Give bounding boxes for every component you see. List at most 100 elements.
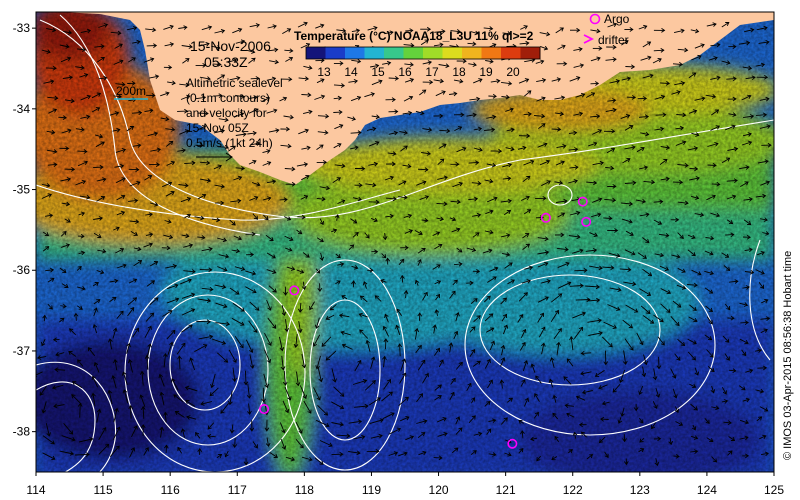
velocity-arrow bbox=[742, 66, 752, 69]
velocity-arrow-head bbox=[273, 108, 278, 114]
velocity-arrow-head bbox=[692, 109, 698, 114]
velocity-arrow-head bbox=[451, 290, 456, 295]
velocity-arrow bbox=[339, 314, 350, 318]
velocity-arrow-head bbox=[759, 388, 765, 394]
velocity-arrow bbox=[537, 262, 548, 268]
velocity-arrow-head bbox=[137, 143, 142, 148]
velocity-arrow bbox=[573, 48, 583, 51]
velocity-arrow bbox=[182, 428, 185, 438]
velocity-arrow bbox=[185, 400, 196, 407]
velocity-arrow-head bbox=[96, 299, 101, 304]
velocity-arrow-head bbox=[628, 201, 634, 207]
velocity-arrow bbox=[316, 419, 330, 427]
velocity-arrow-head bbox=[664, 266, 670, 271]
velocity-arrow bbox=[638, 448, 644, 453]
velocity-arrow bbox=[624, 338, 634, 351]
velocity-arrow-head bbox=[404, 396, 409, 401]
velocity-arrow bbox=[689, 304, 697, 311]
velocity-arrow bbox=[396, 308, 403, 316]
velocity-arrow-head bbox=[475, 268, 481, 274]
velocity-arrow-head bbox=[542, 196, 547, 201]
velocity-arrow-head bbox=[424, 372, 429, 378]
velocity-arrow-head bbox=[95, 107, 101, 112]
velocity-arrow bbox=[521, 280, 531, 284]
velocity-arrow bbox=[387, 152, 396, 155]
velocity-arrow bbox=[677, 201, 689, 204]
velocity-arrow-head bbox=[113, 327, 118, 332]
velocity-arrow-head bbox=[578, 422, 583, 428]
velocity-arrow-head bbox=[255, 306, 260, 311]
velocity-arrow-head bbox=[647, 272, 653, 277]
velocity-arrow bbox=[519, 42, 529, 45]
velocity-arrow-head bbox=[656, 365, 662, 370]
velocity-arrow-head bbox=[730, 232, 735, 238]
velocity-arrow bbox=[536, 455, 542, 461]
velocity-arrow-head bbox=[249, 427, 255, 432]
velocity-arrow bbox=[108, 390, 113, 405]
velocity-arrow-head bbox=[560, 212, 566, 217]
credit-text: © IMOS 03-Apr-2015 08:56:38 Hobart time bbox=[782, 251, 794, 460]
velocity-arrow-head bbox=[408, 229, 414, 234]
velocity-arrow bbox=[285, 319, 288, 332]
velocity-arrow-head bbox=[765, 316, 771, 321]
velocity-arrow-head bbox=[750, 27, 755, 33]
velocity-arrow bbox=[520, 329, 526, 339]
velocity-arrow bbox=[371, 115, 380, 118]
velocity-arrow bbox=[582, 390, 593, 394]
velocity-arrow-head bbox=[121, 177, 126, 182]
velocity-arrow-head bbox=[323, 411, 329, 416]
velocity-arrow-head bbox=[81, 286, 86, 291]
velocity-arrow bbox=[518, 292, 528, 302]
velocity-arrow bbox=[673, 455, 680, 458]
velocity-arrow bbox=[348, 420, 362, 424]
velocity-arrow-head bbox=[351, 116, 356, 121]
velocity-arrow-head bbox=[458, 261, 463, 267]
velocity-arrow bbox=[624, 125, 634, 131]
velocity-arrow-head bbox=[171, 378, 176, 383]
velocity-arrow-head bbox=[392, 151, 397, 156]
velocity-arrow bbox=[484, 129, 495, 131]
velocity-arrow bbox=[434, 384, 442, 391]
velocity-arrow bbox=[165, 128, 175, 131]
velocity-arrow-head bbox=[136, 39, 141, 45]
velocity-arrow-head bbox=[439, 359, 444, 364]
velocity-arrow bbox=[568, 148, 578, 151]
velocity-arrow-head bbox=[289, 236, 294, 242]
velocity-arrow-head bbox=[632, 281, 637, 287]
y-axis: -33-34-35-36-37-38 bbox=[13, 21, 36, 439]
velocity-arrow bbox=[417, 359, 426, 371]
velocity-arrow bbox=[690, 403, 698, 411]
velocity-arrow-head bbox=[645, 131, 650, 137]
velocity-arrow bbox=[743, 198, 753, 201]
velocity-arrow bbox=[535, 60, 544, 64]
velocity-arrow-head bbox=[339, 451, 344, 457]
velocity-arrow-head bbox=[286, 28, 292, 33]
velocity-arrow-head bbox=[353, 219, 358, 224]
velocity-arrow-head bbox=[598, 330, 603, 336]
velocity-arrow bbox=[434, 348, 440, 356]
velocity-arrow-head bbox=[171, 127, 176, 132]
velocity-arrow-head bbox=[386, 60, 392, 66]
velocity-arrow-head bbox=[422, 450, 427, 456]
velocity-arrow-head bbox=[548, 378, 554, 383]
velocity-arrow bbox=[521, 196, 530, 201]
velocity-arrow bbox=[285, 456, 295, 461]
velocity-arrow-head bbox=[472, 41, 477, 47]
velocity-arrow bbox=[482, 249, 492, 254]
colorbar-tick-label: 18 bbox=[452, 65, 466, 79]
velocity-arrow-head bbox=[451, 377, 456, 383]
velocity-arrow-head bbox=[102, 426, 107, 432]
velocity-arrow bbox=[568, 449, 573, 454]
velocity-arrow bbox=[416, 420, 427, 424]
velocity-arrow-head bbox=[217, 454, 223, 459]
velocity-arrow-head bbox=[116, 426, 121, 431]
velocity-arrow bbox=[266, 269, 276, 274]
velocity-arrow-head bbox=[424, 218, 429, 223]
velocity-arrow bbox=[416, 393, 423, 403]
velocity-arrow-head bbox=[652, 376, 658, 381]
velocity-arrow bbox=[283, 115, 294, 119]
velocity-arrow bbox=[592, 129, 602, 135]
velocity-arrow bbox=[595, 370, 605, 377]
velocity-arrow-head bbox=[243, 381, 249, 386]
velocity-arrow bbox=[296, 371, 299, 386]
